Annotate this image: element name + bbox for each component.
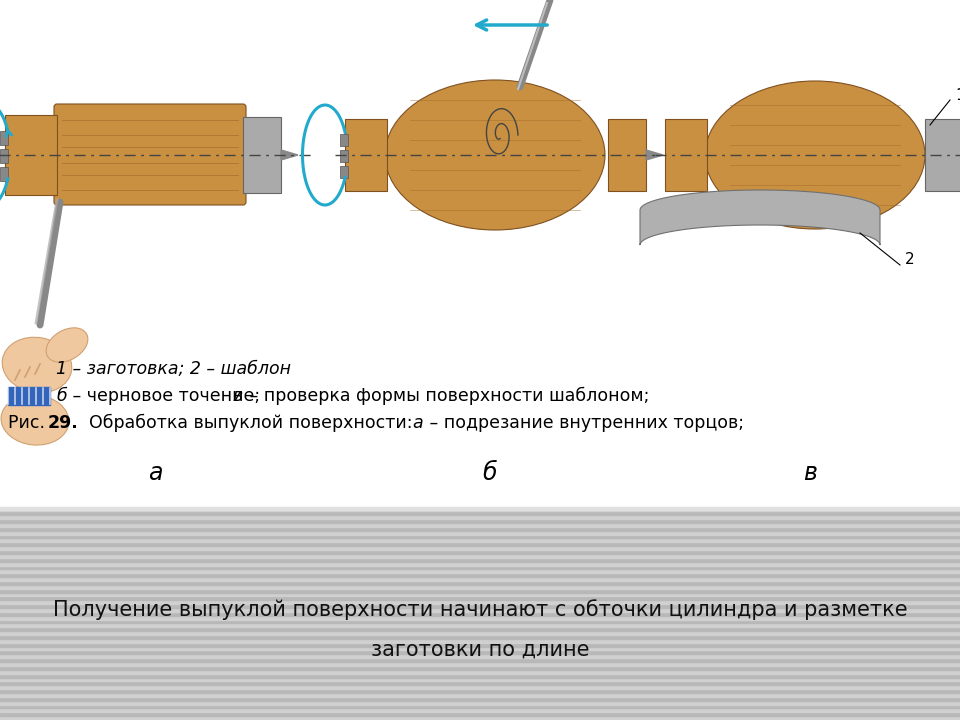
Bar xyxy=(0,712,960,716)
Bar xyxy=(0,631,960,635)
Ellipse shape xyxy=(705,81,925,229)
Bar xyxy=(0,511,960,516)
Bar xyxy=(5,115,57,195)
Bar xyxy=(0,674,960,678)
Bar xyxy=(0,593,960,596)
Text: 29.: 29. xyxy=(48,413,79,431)
Bar xyxy=(0,531,960,535)
Bar xyxy=(0,693,960,697)
Text: в: в xyxy=(232,387,242,405)
Bar xyxy=(0,600,960,604)
Bar xyxy=(0,573,960,577)
Bar xyxy=(0,685,960,689)
Bar xyxy=(0,697,960,701)
Text: а: а xyxy=(412,413,422,431)
Ellipse shape xyxy=(46,328,88,362)
Bar xyxy=(0,589,960,593)
Text: – проверка формы поверхности шаблоном;: – проверка формы поверхности шаблоном; xyxy=(244,387,649,405)
Bar xyxy=(345,119,387,191)
Bar xyxy=(0,639,960,643)
Bar xyxy=(0,624,960,627)
Bar xyxy=(0,705,960,708)
Bar xyxy=(0,554,960,558)
Bar xyxy=(0,620,960,624)
Text: 1: 1 xyxy=(955,88,960,102)
Text: – черновое точение;: – черновое точение; xyxy=(67,387,266,405)
Bar xyxy=(0,608,960,612)
Bar xyxy=(0,666,960,670)
Bar xyxy=(0,716,960,720)
Bar xyxy=(0,570,960,573)
Bar xyxy=(0,0,960,508)
Text: Получение выпуклой поверхности начинают с обточки цилиндра и разметке: Получение выпуклой поверхности начинают … xyxy=(53,599,907,620)
Text: Рис.: Рис. xyxy=(8,413,51,431)
Bar xyxy=(0,654,960,658)
Ellipse shape xyxy=(385,80,605,230)
Bar xyxy=(0,558,960,562)
Text: Обработка выпуклой поверхности:: Обработка выпуклой поверхности: xyxy=(78,413,418,432)
Polygon shape xyxy=(281,150,298,160)
Bar xyxy=(0,678,960,681)
Bar xyxy=(0,508,960,511)
Bar xyxy=(0,131,8,145)
Bar xyxy=(0,542,960,546)
Text: – подрезание внутренних торцов;: – подрезание внутренних торцов; xyxy=(424,413,744,431)
Ellipse shape xyxy=(1,395,69,445)
Text: заготовки по длине: заготовки по длине xyxy=(371,640,589,660)
Text: б: б xyxy=(56,387,67,405)
Bar xyxy=(665,119,707,191)
Bar xyxy=(0,708,960,712)
Bar xyxy=(0,581,960,585)
Bar xyxy=(0,650,960,654)
Bar xyxy=(0,635,960,639)
Bar xyxy=(608,119,646,191)
Bar xyxy=(0,523,960,527)
Bar xyxy=(0,546,960,550)
Bar xyxy=(0,643,960,647)
Bar xyxy=(0,535,960,539)
Bar xyxy=(0,562,960,565)
Bar xyxy=(0,565,960,570)
Bar xyxy=(340,134,348,146)
Bar xyxy=(8,387,50,405)
Bar xyxy=(0,604,960,608)
Bar xyxy=(0,627,960,631)
Bar xyxy=(0,616,960,620)
Bar xyxy=(0,550,960,554)
Bar xyxy=(0,701,960,705)
Text: 2: 2 xyxy=(905,253,915,268)
Bar xyxy=(340,150,348,162)
Bar xyxy=(0,519,960,523)
Bar xyxy=(0,612,960,616)
Bar xyxy=(0,658,960,662)
Bar xyxy=(340,166,348,178)
Text: в: в xyxy=(804,461,817,485)
Bar xyxy=(0,577,960,581)
FancyBboxPatch shape xyxy=(54,104,246,205)
Bar xyxy=(0,681,960,685)
Polygon shape xyxy=(640,190,880,245)
Bar xyxy=(0,662,960,666)
Bar xyxy=(243,117,281,193)
Bar xyxy=(0,539,960,542)
Bar xyxy=(0,596,960,600)
Bar xyxy=(925,119,960,191)
Polygon shape xyxy=(646,150,663,160)
Ellipse shape xyxy=(2,337,72,392)
Bar xyxy=(0,527,960,531)
Bar xyxy=(0,585,960,589)
Text: б: б xyxy=(483,461,497,485)
Bar xyxy=(0,647,960,650)
Text: а: а xyxy=(148,461,162,485)
Bar xyxy=(0,167,8,181)
Bar xyxy=(0,689,960,693)
Bar xyxy=(0,516,960,519)
Text: 1 – заготовка; 2 – шаблон: 1 – заготовка; 2 – шаблон xyxy=(56,359,291,377)
Bar xyxy=(0,507,960,510)
Bar xyxy=(0,670,960,674)
Bar xyxy=(0,149,8,163)
